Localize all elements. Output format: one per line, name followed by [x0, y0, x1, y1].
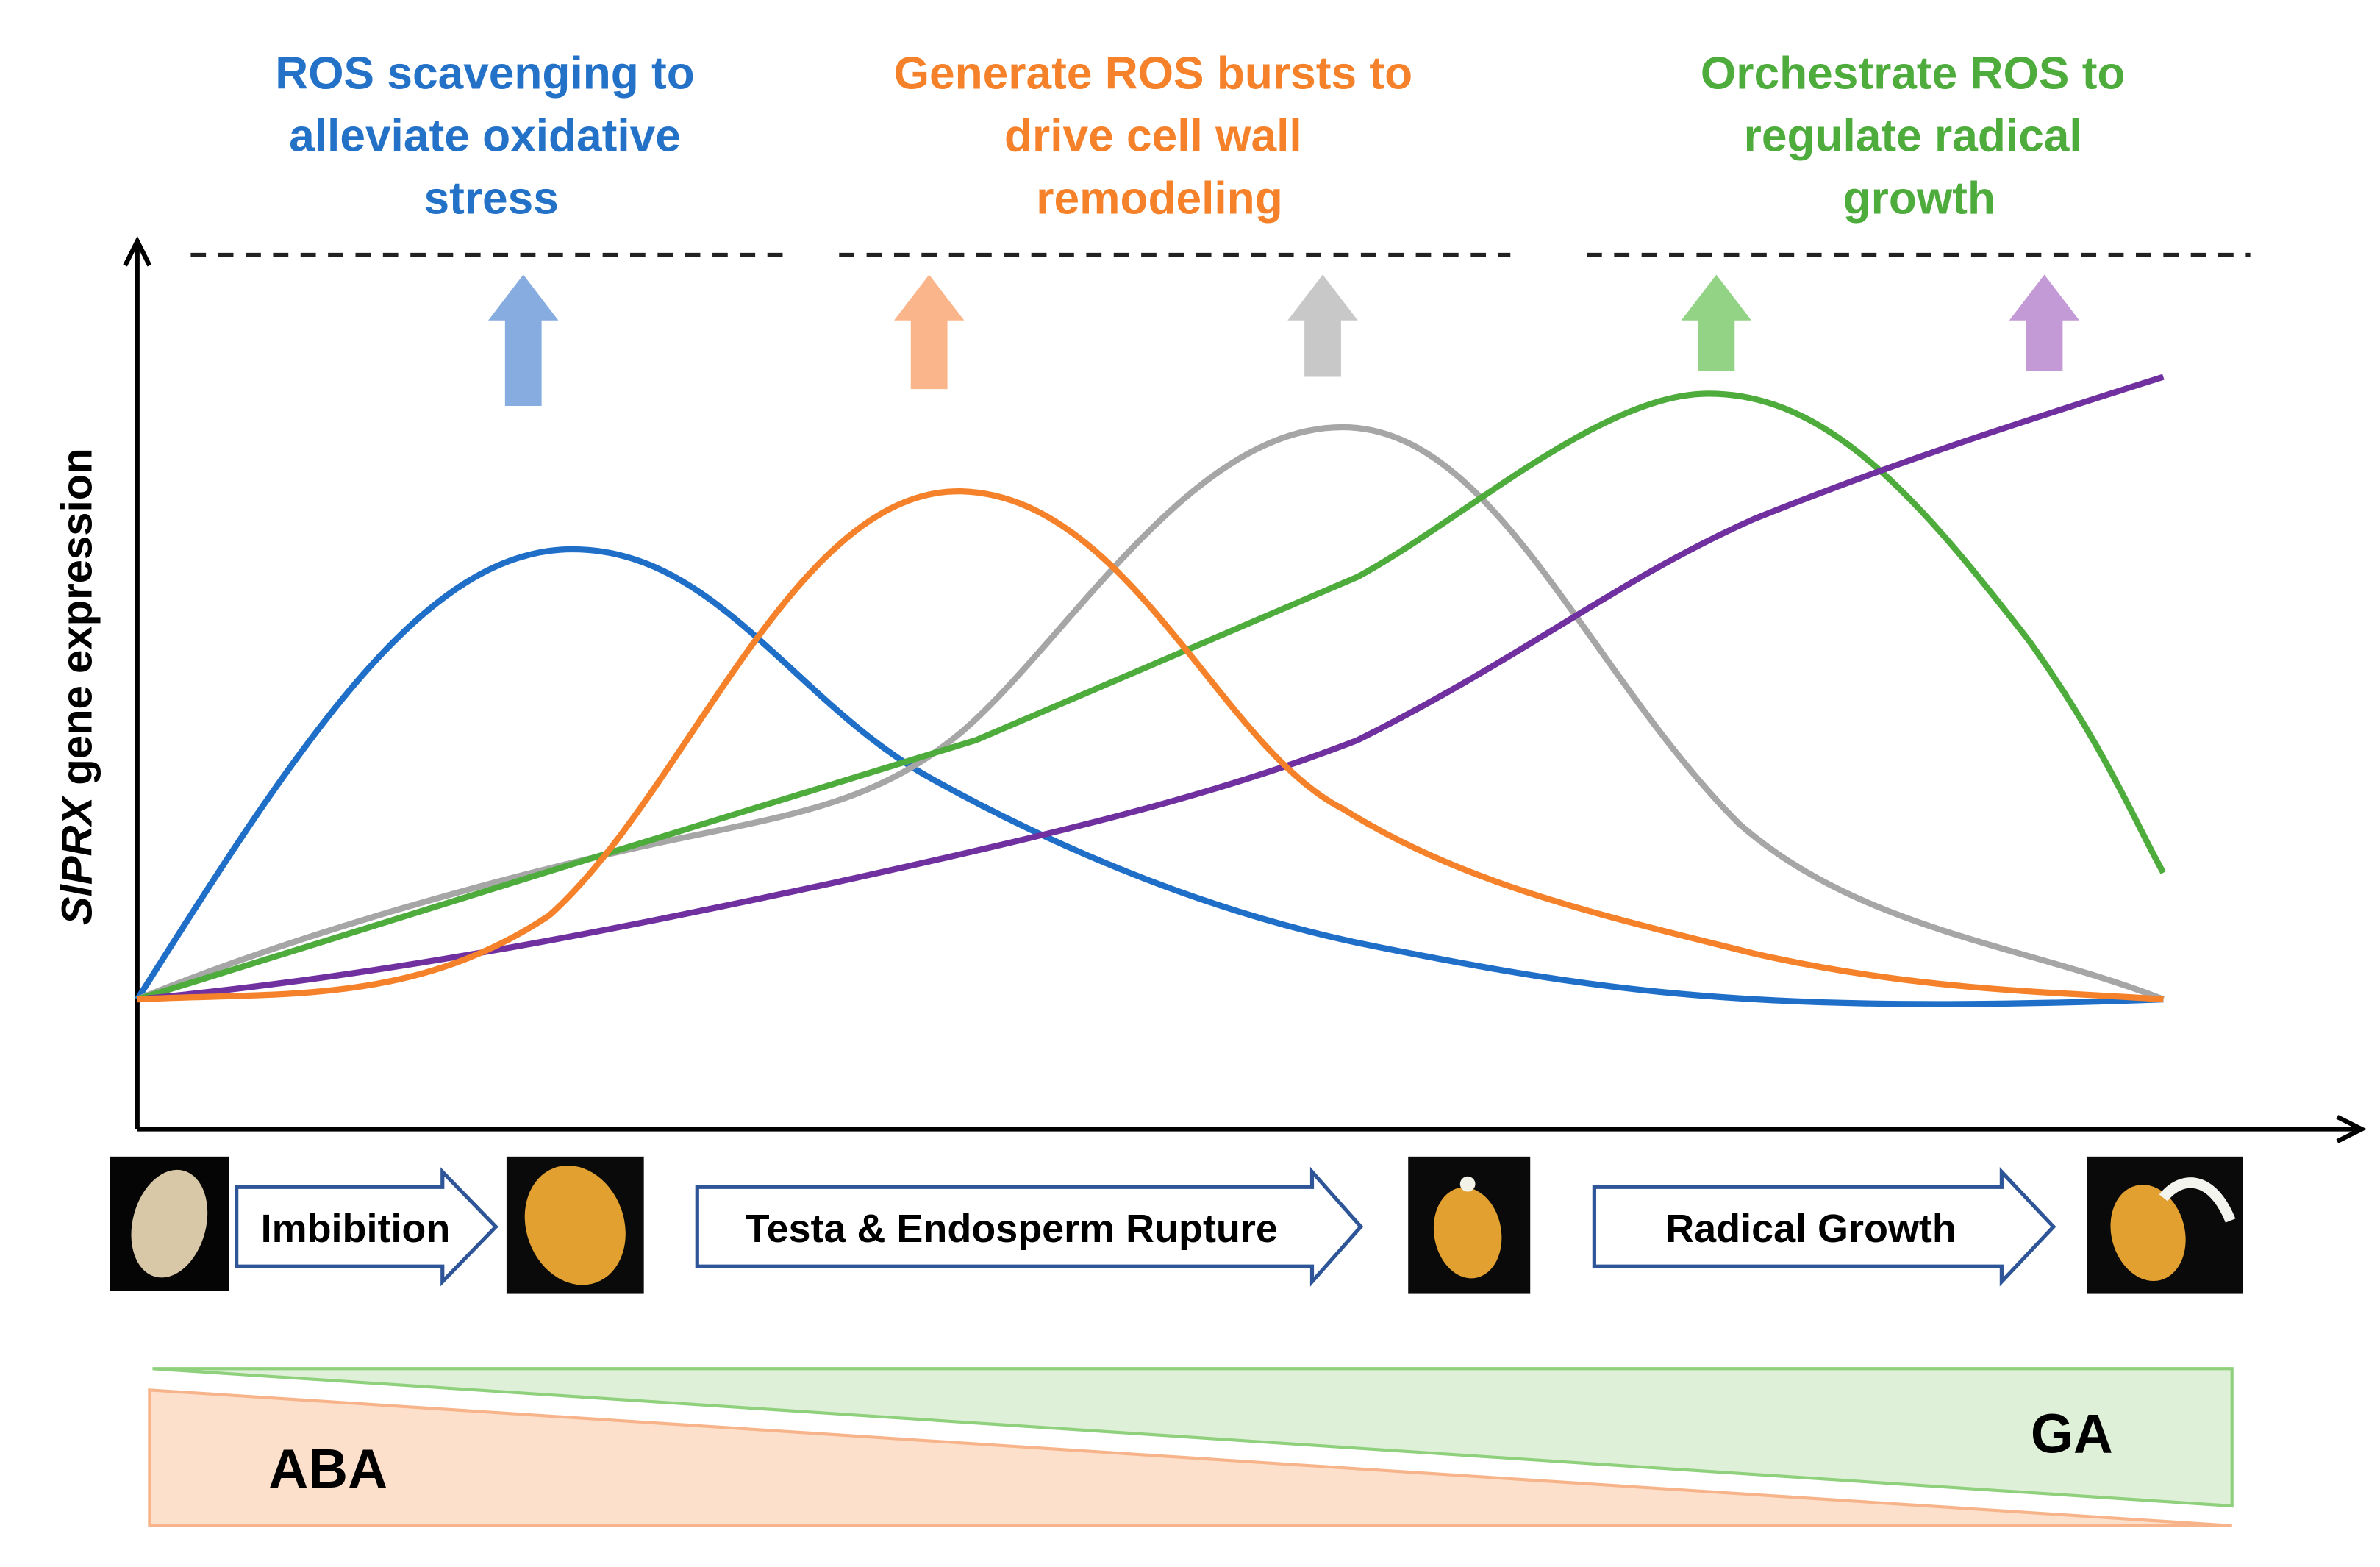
stage-arrows: [235, 1166, 2056, 1287]
curves: [135, 374, 2166, 1007]
annotation-line: remodeling: [1036, 173, 1282, 224]
y-axis-label-italic: SlPRX: [54, 795, 101, 926]
seed-images: [110, 1156, 2243, 1294]
annotation-line: drive cell wall: [1004, 110, 1302, 161]
annotation-line: alleviate oxidative: [289, 110, 681, 161]
annotation-line: Generate ROS bursts to: [894, 48, 1412, 99]
up-arrows: [488, 274, 2080, 406]
annotation-line: growth: [1843, 173, 1995, 224]
stage-label: Imbibition: [261, 1207, 451, 1251]
aba-gradient: [148, 1388, 2232, 1528]
stage-label: Testa & Endosperm Rupture: [746, 1207, 1278, 1251]
stage-label: Radical Growth: [1665, 1207, 1956, 1251]
ga-gradient: [152, 1367, 2234, 1508]
annotation: Generate ROS bursts to drive cell wall r…: [894, 48, 1426, 224]
annotation: Orchestrate ROS to regulate radical grow…: [1701, 48, 2138, 224]
y-axis-label: SlPRX gene expression: [54, 448, 101, 925]
y-axis-label-text: gene expression: [54, 448, 101, 785]
axes: [123, 235, 2368, 1143]
annotation: ROS scavenging to alleviate oxidative st…: [275, 48, 707, 224]
annotation-line: regulate radical: [1744, 110, 2082, 161]
hormone-label: GA: [2031, 1402, 2113, 1464]
annotation-line: stress: [424, 173, 558, 224]
hormone-label: ABA: [268, 1438, 387, 1499]
annotation-line: Orchestrate ROS to: [1701, 48, 2126, 99]
annotation-line: ROS scavenging to: [275, 48, 695, 99]
